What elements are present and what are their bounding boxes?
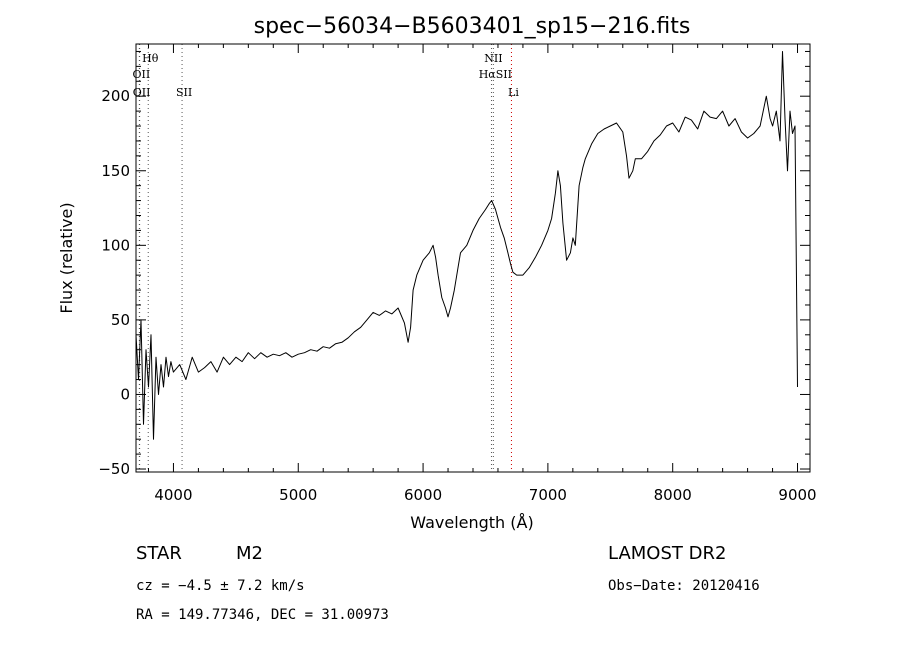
y-tick-label: −50 [98,460,130,478]
obs-date: Obs−Date: 20120416 [608,578,760,594]
line-marker-label: Hθ [142,52,159,65]
plot-frame [135,43,811,473]
line-marker-label: SII [176,86,192,99]
x-tick-label: 8000 [654,486,692,504]
redshift-value: cz = −4.5 ± 7.2 km/s [136,578,305,594]
x-axis-ticks: 4000 5000 6000 7000 8000 9000 [147,44,817,504]
line-marker-label: NII [484,52,502,65]
y-tick-label: 150 [101,162,130,180]
y-tick-label: 50 [111,311,130,329]
y-axis-label: Flux (relative) [57,202,76,313]
line-marker-label: OII [133,86,151,99]
x-tick-label: 9000 [778,486,816,504]
spectrum-line [135,51,798,440]
y-tick-label: 100 [101,236,130,254]
x-tick-label: 6000 [404,486,442,504]
object-subclass: M2 [236,543,263,564]
y-axis-ticks: −50 0 50 100 150 200 [98,50,810,478]
line-marker-label: Li [508,86,519,99]
survey-name: LAMOST DR2 [608,543,726,564]
spectral-line-markers: Hθ OII OII SII NII HαSII Li [133,44,519,472]
x-tick-label: 4000 [154,486,192,504]
line-marker-label: HαSII [479,68,512,81]
x-axis-label: Wavelength (Å) [410,513,533,532]
x-tick-label: 5000 [279,486,317,504]
spectrum-series [135,51,798,440]
object-type: STAR [136,543,182,564]
x-tick-label: 7000 [529,486,567,504]
y-tick-label: 0 [120,385,130,403]
line-marker-label: OII [133,68,151,81]
chart-title: spec−56034−B5603401_sp15−216.fits [254,14,691,39]
y-tick-label: 200 [101,87,130,105]
coordinates: RA = 149.77346, DEC = 31.00973 [136,607,389,623]
